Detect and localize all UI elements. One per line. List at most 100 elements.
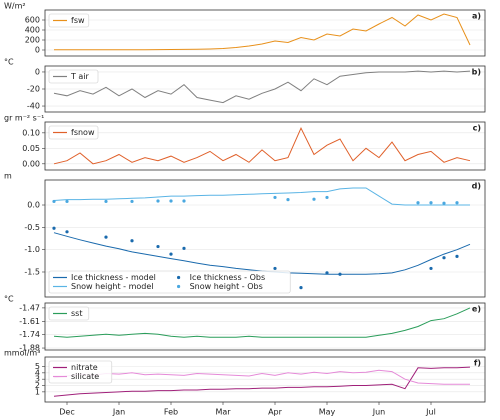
obs-point bbox=[442, 201, 446, 205]
series-line bbox=[54, 13, 471, 51]
obs-point bbox=[325, 195, 329, 200]
panel-label: a) bbox=[472, 12, 481, 21]
legend-box bbox=[48, 125, 99, 140]
y-axis-label: °C bbox=[4, 295, 14, 304]
legend-label: Snow height - model bbox=[71, 282, 154, 291]
legend-label: Ice thickness - model bbox=[71, 273, 156, 282]
legend-box bbox=[48, 69, 99, 84]
legend-box bbox=[48, 13, 90, 28]
y-axis-label: m bbox=[4, 172, 12, 181]
x-tick-label: Jul bbox=[425, 408, 436, 417]
series-line bbox=[53, 187, 470, 206]
obs-point bbox=[429, 201, 433, 205]
obs-point bbox=[312, 197, 316, 201]
legend-label: T air bbox=[70, 72, 90, 81]
obs-point bbox=[65, 230, 69, 234]
axes-frame bbox=[44, 179, 486, 298]
obs-point bbox=[286, 198, 290, 202]
legend-label: Snow height - Obs bbox=[190, 282, 263, 291]
y-tick-label: 0 bbox=[35, 67, 40, 76]
obs-point bbox=[338, 272, 342, 276]
x-tick-label: Mar bbox=[215, 408, 231, 417]
legend-box bbox=[48, 270, 291, 294]
y-tick-label: 0.00 bbox=[22, 159, 40, 168]
y-axis-label: W/m² bbox=[4, 2, 26, 11]
obs-point bbox=[130, 199, 134, 204]
y-tick-label: -40 bbox=[27, 102, 40, 111]
x-tick-label: Jan bbox=[112, 408, 125, 417]
obs-point bbox=[182, 246, 186, 250]
y-tick-label: 2 bbox=[35, 381, 40, 390]
x-tick-label: Jun bbox=[372, 408, 386, 417]
y-tick-label: 5 bbox=[35, 362, 40, 371]
series-line bbox=[53, 307, 471, 338]
obs-point bbox=[416, 201, 420, 205]
x-tick-label: Dec bbox=[59, 408, 74, 417]
y-tick-label: -1.0 bbox=[24, 245, 40, 254]
axes-frame bbox=[44, 9, 486, 57]
y-axis-label: gr m⁻² s⁻¹ bbox=[4, 114, 44, 123]
x-tick-label: May bbox=[319, 408, 336, 417]
obs-point bbox=[156, 199, 160, 203]
y-tick-label: -20 bbox=[27, 85, 40, 94]
obs-point bbox=[52, 226, 56, 230]
series-line bbox=[53, 366, 471, 397]
y-tick-label: -0.5 bbox=[24, 223, 40, 232]
series-line bbox=[53, 127, 471, 165]
axes-frame bbox=[44, 356, 486, 403]
y-tick-label: 0 bbox=[35, 46, 40, 55]
y-tick-label: 600 bbox=[25, 16, 40, 25]
y-tick-label: 1 bbox=[35, 387, 40, 396]
legend-marker bbox=[177, 275, 181, 280]
legend-box bbox=[48, 306, 90, 321]
legend-label: Ice thickness - Obs bbox=[190, 273, 266, 282]
legend-label: sst bbox=[71, 309, 82, 318]
obs-point bbox=[442, 256, 446, 260]
obs-point bbox=[299, 286, 303, 290]
obs-point bbox=[325, 271, 329, 275]
legend-marker bbox=[177, 284, 181, 289]
obs-point bbox=[52, 199, 56, 204]
obs-point bbox=[169, 252, 173, 256]
legend-label: fsw bbox=[71, 16, 85, 25]
series-line bbox=[53, 369, 470, 385]
axes-frame bbox=[44, 121, 486, 171]
legend-label: silicate bbox=[71, 372, 99, 381]
obs-point bbox=[455, 201, 459, 205]
obs-point bbox=[156, 244, 160, 249]
obs-point bbox=[429, 266, 433, 271]
y-tick-label: 200 bbox=[25, 36, 40, 45]
y-tick-label: -1.5 bbox=[24, 267, 40, 276]
x-tick-label: Apr bbox=[268, 408, 283, 417]
obs-point bbox=[182, 199, 186, 203]
obs-point bbox=[273, 266, 277, 271]
legend-label: nitrate bbox=[71, 363, 98, 372]
obs-point bbox=[455, 254, 459, 258]
panel-label: c) bbox=[473, 124, 481, 133]
obs-point bbox=[104, 235, 108, 239]
obs-point bbox=[104, 199, 108, 204]
series-line bbox=[53, 70, 471, 104]
panel-label: f) bbox=[474, 359, 481, 368]
panel-label: e) bbox=[472, 305, 481, 314]
y-tick-label: 4 bbox=[35, 368, 40, 377]
series-line bbox=[53, 232, 471, 275]
legend-box bbox=[48, 360, 113, 384]
obs-point bbox=[130, 239, 134, 243]
y-tick-label: -1.74 bbox=[19, 330, 40, 339]
obs-point bbox=[273, 195, 277, 200]
y-tick-label: 3 bbox=[35, 375, 40, 384]
y-tick-label: 0.05 bbox=[22, 144, 40, 153]
y-axis-label: mmol/m³ bbox=[4, 349, 40, 358]
y-tick-label: 400 bbox=[25, 26, 40, 35]
y-tick-label: -1.47 bbox=[19, 303, 40, 312]
x-tick-label: Feb bbox=[164, 408, 178, 417]
obs-point bbox=[65, 199, 69, 204]
y-axis-label: °C bbox=[4, 58, 14, 67]
obs-point bbox=[169, 199, 173, 203]
legend-label: fsnow bbox=[71, 128, 95, 137]
axes-frame bbox=[44, 65, 486, 113]
y-tick-label: 0.0 bbox=[27, 201, 40, 210]
y-tick-label: -1.88 bbox=[19, 344, 40, 353]
